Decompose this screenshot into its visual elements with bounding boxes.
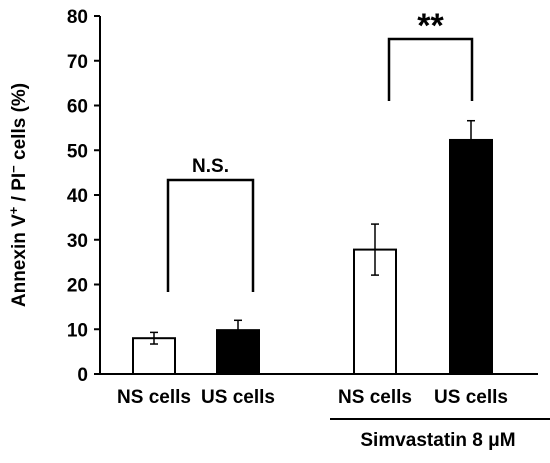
x-category-label: NS cells (117, 387, 191, 408)
x-category-label: NS cells (338, 387, 412, 408)
treatment-annotation: Simvastatin 8 μM (330, 418, 550, 451)
y-tick-label: 40 (67, 186, 88, 207)
y-axis-title: Annexin V+ / PI− cells (%) (6, 83, 30, 307)
treatment-label: Simvastatin 8 μM (360, 430, 515, 451)
bar (132, 337, 176, 376)
significance-brackets: N.S. ** (166, 7, 474, 292)
y-tick-label: 10 (67, 320, 88, 341)
y-tick-label: 50 (67, 141, 88, 162)
y-tick-label: 20 (67, 276, 88, 297)
x-category-labels: NS cells US cells NS cells US cells (117, 387, 508, 408)
y-tick-label: 0 (77, 365, 88, 386)
x-category-label: US cells (434, 387, 508, 408)
significance-label: N.S. (192, 156, 229, 177)
significance-bracket (166, 178, 255, 292)
bar (449, 138, 493, 375)
significance-label: ** (417, 7, 444, 45)
y-tick-label: 30 (67, 231, 88, 252)
significance-bracket (387, 37, 474, 101)
y-tick-label: 70 (67, 52, 88, 73)
y-tick-label: 60 (67, 97, 88, 118)
y-axis: 0 10 20 30 40 50 60 70 80 (67, 7, 538, 386)
y-tick-label: 80 (67, 7, 88, 28)
bars (132, 119, 493, 376)
x-category-label: US cells (201, 387, 275, 408)
